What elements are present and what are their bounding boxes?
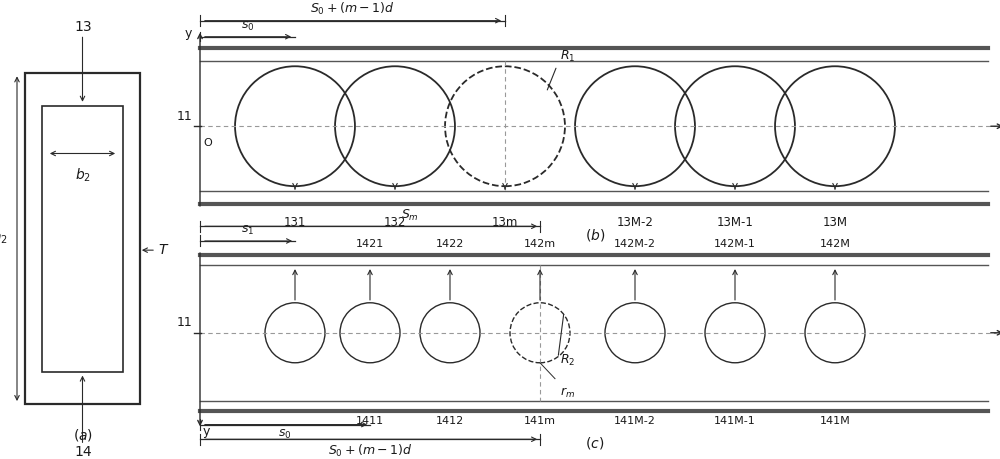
- Text: $(a)$: $(a)$: [73, 427, 93, 443]
- Text: 11: 11: [176, 316, 192, 329]
- Text: 13M-2: 13M-2: [617, 216, 653, 229]
- Text: $(b)$: $(b)$: [585, 227, 605, 243]
- Text: 141M-2: 141M-2: [614, 416, 656, 426]
- Text: 13: 13: [74, 20, 92, 34]
- Text: 142m: 142m: [524, 239, 556, 249]
- Text: $s_1$: $s_1$: [241, 224, 254, 237]
- Text: $S_m$: $S_m$: [401, 207, 419, 223]
- Bar: [25, 73, 140, 404]
- Text: $s_0$: $s_0$: [278, 428, 292, 442]
- Text: $S_0+(m-1)d$: $S_0+(m-1)d$: [328, 443, 412, 459]
- Text: 1411: 1411: [356, 416, 384, 426]
- Text: 132: 132: [384, 216, 406, 229]
- Text: $b_2$: $b_2$: [75, 166, 91, 184]
- Text: 1422: 1422: [436, 239, 464, 249]
- Text: $S_0+(m-1)d$: $S_0+(m-1)d$: [310, 1, 395, 17]
- Text: 141M-1: 141M-1: [714, 416, 756, 426]
- Text: $(c)$: $(c)$: [585, 435, 605, 451]
- Text: 13M: 13M: [822, 216, 848, 229]
- Text: 131: 131: [284, 216, 306, 229]
- Text: 14: 14: [74, 445, 92, 459]
- Text: $a_2$: $a_2$: [0, 231, 8, 246]
- Text: 13M-1: 13M-1: [717, 216, 753, 229]
- Text: 141m: 141m: [524, 416, 556, 426]
- Text: 141M: 141M: [820, 416, 850, 426]
- Text: 1421: 1421: [356, 239, 384, 249]
- Bar: [42, 106, 123, 372]
- Text: 142M: 142M: [820, 239, 850, 249]
- Text: $T$: $T$: [158, 243, 169, 257]
- Text: y: y: [185, 27, 192, 40]
- Text: 11: 11: [176, 110, 192, 123]
- Text: y: y: [203, 425, 210, 437]
- Text: 142M-2: 142M-2: [614, 239, 656, 249]
- Text: 13m: 13m: [492, 216, 518, 229]
- Text: $r_m$: $r_m$: [560, 386, 575, 400]
- Text: $R_1$: $R_1$: [560, 49, 575, 64]
- Text: O: O: [203, 138, 212, 148]
- Text: $s_0$: $s_0$: [241, 20, 254, 33]
- Text: $R_2$: $R_2$: [560, 353, 575, 368]
- Text: 142M-1: 142M-1: [714, 239, 756, 249]
- Text: 1412: 1412: [436, 416, 464, 426]
